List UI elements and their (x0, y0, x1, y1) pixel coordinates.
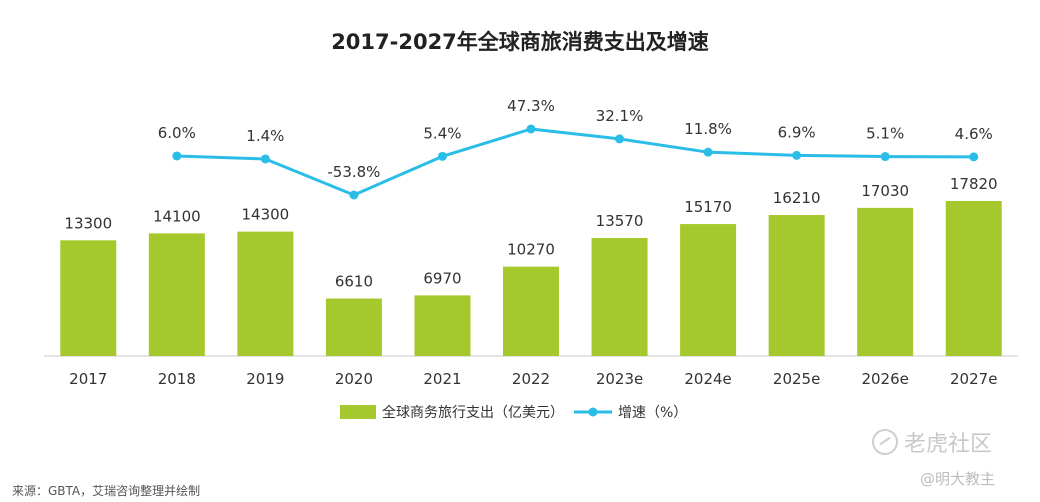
growth-point (260, 154, 270, 164)
growth-value-labels: 6.0% 1.4% -53.8% 5.4% 47.3% 32.1% 11.8% 6.9% 5.1… (158, 97, 993, 181)
x-tick-labels: 2017 2018 2019 2020 2021 2022 2023e 2024e 2025e 2… (69, 370, 997, 388)
chart-title: 2017-2027年全球商旅消费支出及增速 (331, 30, 709, 54)
bar-2027e (945, 201, 1002, 356)
bar-value-label: 6610 (335, 273, 373, 291)
growth-value-label: 11.8% (684, 120, 732, 138)
bar-value-label: 17820 (950, 175, 998, 193)
bar-2025e (768, 215, 825, 356)
bar-value-label: 14100 (153, 207, 201, 225)
legend-bar-label: 全球商务旅行支出（亿美元） (382, 404, 564, 421)
x-tick-label: 2020 (335, 370, 373, 388)
growth-points (172, 124, 979, 200)
bar-2022 (503, 266, 559, 356)
growth-value-label: 6.0% (158, 124, 196, 142)
bar-value-label: 17030 (861, 182, 909, 200)
x-tick-label: 2026e (861, 370, 908, 388)
growth-point (349, 190, 359, 200)
bar-value-label: 6970 (423, 269, 461, 287)
growth-point (880, 152, 890, 162)
watermark-logo: 老虎社区 (872, 426, 1032, 458)
x-tick-label: 2027e (950, 370, 997, 388)
growth-value-label: -53.8% (327, 163, 380, 181)
x-tick-label: 2022 (512, 370, 550, 388)
watermark-icon (872, 429, 898, 455)
growth-point (172, 151, 182, 161)
growth-point (526, 124, 536, 134)
legend: 全球商务旅行支出（亿美元） 增速（%） (340, 404, 687, 421)
growth-point (969, 152, 979, 162)
legend-line-label: 增速（%） (618, 405, 687, 421)
bar-2024e (680, 224, 737, 356)
bar-2020 (325, 298, 382, 356)
x-tick-label: 2019 (246, 370, 284, 388)
bar-2018 (148, 233, 205, 356)
x-tick-label: 2024e (684, 370, 731, 388)
bar-2021 (414, 295, 471, 356)
bar-value-label: 13570 (596, 212, 644, 230)
bar-value-label: 16210 (773, 189, 821, 207)
x-tick-label: 2021 (423, 370, 461, 388)
growth-point (615, 134, 625, 144)
growth-line (176, 127, 974, 197)
growth-value-label: 32.1% (596, 107, 644, 125)
legend-bar-swatch (340, 405, 376, 419)
growth-point (437, 151, 447, 161)
bar-value-label: 13300 (64, 214, 112, 232)
bar-2019 (237, 231, 294, 356)
bar-2017 (60, 240, 117, 356)
bar-value-labels: 13300 14100 14300 6610 6970 10270 13570 15170 16… (64, 175, 997, 291)
growth-value-label: 5.4% (423, 124, 461, 142)
bar-value-label: 10270 (507, 241, 555, 259)
growth-value-label: 5.1% (866, 125, 904, 143)
growth-value-label: 4.6% (955, 125, 993, 143)
growth-point (703, 147, 713, 157)
growth-value-label: 47.3% (507, 97, 555, 115)
legend-line-dot (588, 407, 598, 417)
bar-2026e (857, 207, 914, 356)
watermark-title: 老虎社区 (904, 432, 993, 457)
x-tick-label: 2018 (158, 370, 196, 388)
x-tick-label: 2025e (773, 370, 820, 388)
watermark-handle: @明大教主 (920, 470, 996, 488)
growth-value-label: 1.4% (246, 127, 284, 145)
source-note: 来源：GBTA，艾瑞咨询整理并绘制 (12, 484, 201, 498)
x-tick-label: 2017 (69, 370, 107, 388)
x-tick-label: 2023e (596, 370, 643, 388)
bar-value-label: 14300 (242, 206, 290, 224)
bar-value-label: 15170 (684, 198, 732, 216)
growth-point (792, 150, 802, 160)
growth-value-label: 6.9% (778, 123, 816, 141)
bar-2023e (591, 237, 648, 356)
bar-series (60, 201, 1002, 356)
